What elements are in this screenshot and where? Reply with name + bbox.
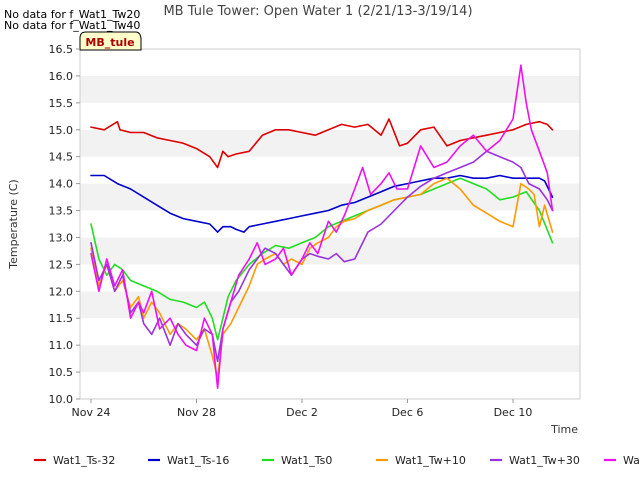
y-axis-label: Temperature (C) — [7, 179, 20, 269]
grid-band — [80, 75, 580, 103]
y-tick-label: 11.5 — [49, 312, 74, 325]
no-data-note: No data for f_Wat1_Tw20 — [4, 8, 140, 21]
series-line-wat1-tw-50 — [90, 64, 554, 390]
plot-bands — [80, 49, 580, 399]
grid-band — [80, 372, 580, 399]
y-tick-label: 12.5 — [49, 258, 74, 271]
x-tick-label: Dec 10 — [494, 406, 533, 419]
y-tick-label: 16.5 — [49, 43, 74, 56]
x-axis-label: Time — [550, 423, 578, 436]
x-tick-label: Nov 28 — [177, 406, 216, 419]
y-tick-label: 15.0 — [49, 124, 74, 137]
y-tick-label: 10.5 — [49, 366, 74, 379]
grid-band — [80, 345, 580, 373]
x-axis-ticks: Nov 24 Nov 28 Dec 2 Dec 6 Dec 10 — [72, 399, 533, 419]
series-line-wat1-ts-32 — [90, 118, 554, 169]
x-tick-label: Dec 2 — [286, 406, 318, 419]
legend-label: Wat1_Tw+50 — [623, 454, 640, 467]
grid-band — [80, 183, 580, 211]
legend-label: Wat1_Tw+10 — [395, 454, 466, 467]
grid-band — [80, 49, 580, 76]
series-lines — [90, 64, 554, 390]
legend-label: Wat1_Tw+30 — [509, 454, 580, 467]
x-tick-label: Dec 6 — [392, 406, 424, 419]
y-tick-label: 11.0 — [49, 339, 74, 352]
y-tick-label: 16.0 — [49, 70, 74, 83]
grid-band — [80, 318, 580, 346]
series-line-wat1-ts0 — [90, 177, 554, 341]
badge-label: MB_tule — [85, 36, 134, 49]
legend-label: Wat1_Ts-16 — [167, 454, 229, 467]
grid-band — [80, 237, 580, 265]
legend: Wat1_Ts-32 Wat1_Ts-16 Wat1_Ts0 Wat1_Tw+10 Wa… — [34, 454, 640, 467]
grid-band — [80, 102, 580, 130]
y-tick-label: 14.5 — [49, 151, 74, 164]
y-tick-label: 13.0 — [49, 231, 74, 244]
badge-shape — [79, 31, 142, 51]
y-tick-label: 10.0 — [49, 393, 74, 406]
y-tick-label: 12.0 — [49, 285, 74, 298]
grid-band — [80, 129, 580, 157]
legend-label: Wat1_Ts0 — [281, 454, 332, 467]
plot-frame — [79, 48, 581, 400]
y-tick-label: 15.5 — [49, 97, 74, 110]
chart-title: MB Tule Tower: Open Water 1 (2/21/13-3/1… — [163, 4, 472, 19]
legend-label: Wat1_Ts-32 — [53, 454, 115, 467]
y-axis-ticks: 10.0 10.5 11.0 11.5 12.0 12.5 13.0 13.5 14.0 14.5… — [49, 43, 80, 406]
grid-band — [80, 156, 580, 184]
x-tick-label: Nov 24 — [72, 406, 111, 419]
series-line-wat1-tw-30 — [90, 150, 554, 363]
station-badge: MB_tule — [79, 31, 142, 51]
y-tick-label: 13.5 — [49, 205, 74, 218]
y-tick-label: 14.0 — [49, 178, 74, 191]
no-data-note: No data for f_Wat1_Tw40 — [4, 19, 140, 32]
series-line-wat1-ts-16 — [90, 174, 554, 233]
grid-band — [80, 264, 580, 292]
